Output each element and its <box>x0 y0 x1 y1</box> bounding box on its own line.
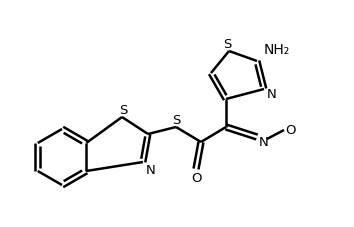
Text: O: O <box>286 123 296 136</box>
Text: N: N <box>267 87 277 100</box>
Text: S: S <box>223 37 231 50</box>
Text: O: O <box>192 172 202 185</box>
Text: NH₂: NH₂ <box>264 43 290 57</box>
Text: N: N <box>259 135 269 148</box>
Text: S: S <box>119 103 127 116</box>
Text: N: N <box>146 163 156 176</box>
Text: S: S <box>172 113 180 126</box>
